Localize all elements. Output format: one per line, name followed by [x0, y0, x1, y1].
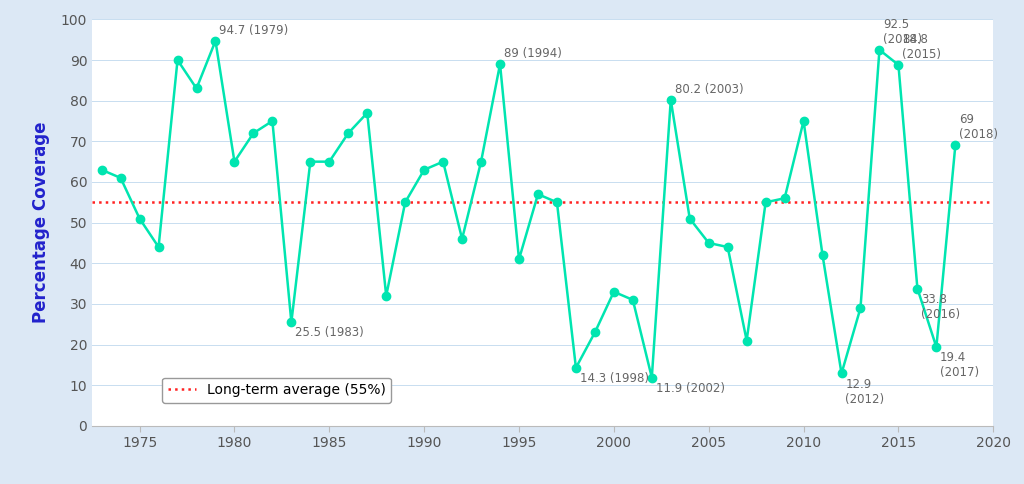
Text: 33.8
(2016): 33.8 (2016)	[922, 292, 961, 320]
Text: 88.8
(2015): 88.8 (2015)	[902, 33, 941, 61]
Text: 69
(2018): 69 (2018)	[959, 113, 998, 141]
Text: 11.9 (2002): 11.9 (2002)	[655, 381, 725, 394]
Text: 94.7 (1979): 94.7 (1979)	[219, 24, 289, 37]
Text: 25.5 (1983): 25.5 (1983)	[295, 326, 364, 339]
Text: 12.9
(2012): 12.9 (2012)	[845, 378, 885, 406]
Y-axis label: Percentage Coverage: Percentage Coverage	[32, 122, 50, 323]
Text: 80.2 (2003): 80.2 (2003)	[675, 83, 743, 96]
Text: 19.4
(2017): 19.4 (2017)	[940, 351, 979, 379]
Text: 89 (1994): 89 (1994)	[504, 47, 562, 60]
Text: 14.3 (1998): 14.3 (1998)	[580, 372, 649, 385]
Text: 92.5
(2014): 92.5 (2014)	[884, 18, 923, 46]
Legend: Long-term average (55%): Long-term average (55%)	[162, 378, 391, 403]
